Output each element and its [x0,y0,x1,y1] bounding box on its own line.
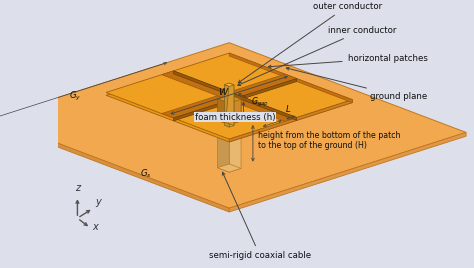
Polygon shape [229,100,352,142]
Polygon shape [226,83,234,126]
Polygon shape [229,53,352,103]
Polygon shape [162,71,297,121]
Polygon shape [218,99,229,125]
Polygon shape [218,125,229,172]
Text: height from the bottom of the patch
to the top of the ground (H): height from the bottom of the patch to t… [258,131,401,150]
Polygon shape [225,83,234,86]
Polygon shape [229,99,241,125]
Polygon shape [173,71,297,120]
Text: ground plane: ground plane [286,67,427,100]
Polygon shape [106,53,352,139]
Text: z: z [75,183,80,193]
Polygon shape [218,95,241,103]
Polygon shape [229,85,234,127]
Text: horizontal patches: horizontal patches [268,54,428,68]
Text: $G_y$: $G_y$ [69,90,81,103]
Text: L: L [285,105,290,114]
Polygon shape [229,95,241,121]
Text: inner conductor: inner conductor [238,26,397,85]
Polygon shape [225,85,229,127]
Text: foam thickness (h): foam thickness (h) [195,113,276,122]
Polygon shape [218,164,241,172]
Polygon shape [229,126,241,172]
Polygon shape [229,132,466,212]
Text: $G_s$: $G_s$ [140,167,152,180]
Text: $G_{gap}$: $G_{gap}$ [238,94,269,109]
Text: outer conductor: outer conductor [238,2,382,83]
Polygon shape [0,118,229,212]
Text: W: W [218,88,227,97]
Polygon shape [162,74,297,118]
Text: semi-rigid coaxial cable: semi-rigid coaxial cable [209,172,311,260]
Polygon shape [173,79,297,121]
Polygon shape [0,43,466,208]
Text: y: y [95,197,100,207]
Text: x: x [92,222,98,232]
Polygon shape [106,56,352,142]
